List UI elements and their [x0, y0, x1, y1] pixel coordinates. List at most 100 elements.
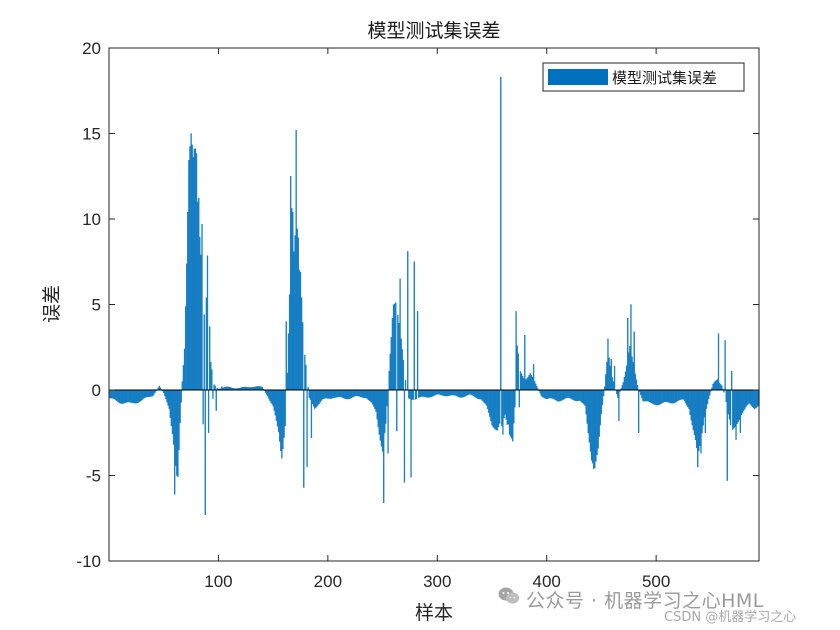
bar — [706, 389, 709, 405]
bar — [422, 389, 424, 397]
bar — [369, 389, 372, 402]
bar — [518, 389, 520, 408]
bar — [203, 314, 205, 391]
bar — [149, 389, 152, 397]
bar — [535, 383, 537, 391]
bar — [401, 349, 403, 391]
bar — [756, 389, 758, 408]
bar — [111, 389, 113, 399]
bar — [165, 389, 167, 400]
bar — [679, 389, 681, 400]
bar — [134, 389, 136, 404]
bar — [634, 373, 636, 391]
bar — [481, 389, 483, 401]
bar — [513, 389, 515, 424]
bar — [348, 389, 350, 400]
bar — [712, 383, 714, 391]
bar — [592, 389, 594, 464]
bar — [257, 386, 259, 391]
x-tick-label: 300 — [423, 572, 451, 591]
bar — [385, 389, 387, 424]
bar — [715, 380, 717, 391]
bar — [137, 389, 140, 403]
bar — [138, 389, 141, 402]
bar — [421, 389, 423, 397]
bar — [602, 389, 605, 397]
bar — [682, 389, 685, 400]
bar — [652, 389, 654, 404]
bar — [413, 261, 415, 391]
bar — [729, 389, 732, 426]
bar — [675, 389, 677, 403]
bar — [685, 389, 687, 404]
bar — [572, 389, 574, 400]
bar — [367, 389, 369, 400]
bar — [502, 389, 504, 435]
bar — [601, 389, 604, 406]
bar — [717, 333, 720, 391]
bar — [351, 389, 353, 398]
bar — [280, 389, 282, 452]
y-axis-label: 误差 — [41, 285, 63, 323]
bar — [319, 389, 321, 403]
bar — [366, 389, 368, 400]
bar — [688, 389, 690, 409]
bar — [441, 389, 443, 396]
bar — [403, 389, 406, 483]
bar — [286, 372, 289, 391]
bar — [653, 389, 655, 405]
bar — [438, 389, 441, 395]
bar — [113, 389, 116, 400]
bar — [290, 176, 292, 391]
bar — [490, 389, 492, 422]
bar — [582, 389, 584, 404]
bar — [342, 389, 344, 399]
bar — [389, 353, 391, 391]
bar — [144, 389, 146, 398]
bar — [258, 386, 260, 391]
bar — [213, 384, 215, 391]
bar — [308, 389, 310, 398]
bar — [565, 389, 568, 399]
bar — [668, 389, 670, 403]
bar — [434, 389, 436, 396]
bar — [736, 389, 738, 425]
bar — [470, 389, 472, 395]
bar — [442, 389, 444, 396]
bar — [372, 389, 374, 405]
bar — [171, 389, 174, 435]
bar — [561, 389, 563, 401]
x-tick-label: 200 — [314, 572, 342, 591]
bar — [340, 389, 342, 398]
bar — [356, 389, 359, 397]
bar — [504, 389, 506, 415]
bar — [521, 375, 524, 391]
bar — [683, 389, 686, 402]
bar — [563, 389, 565, 400]
bar — [378, 389, 380, 435]
bar — [689, 389, 691, 415]
bar — [435, 389, 437, 395]
bar — [184, 306, 187, 391]
x-axis-label: 样本 — [415, 602, 453, 624]
bar — [425, 389, 427, 398]
bar — [663, 389, 665, 403]
bar — [750, 389, 752, 406]
bar — [527, 376, 529, 391]
bar — [304, 354, 306, 391]
bar — [460, 389, 462, 398]
bar — [140, 389, 142, 402]
bar — [183, 348, 186, 391]
bar — [386, 389, 388, 407]
legend-entry-label: 模型测试集误差 — [612, 69, 717, 87]
bar — [713, 382, 715, 391]
bar — [299, 272, 302, 391]
bar — [375, 389, 377, 412]
bar — [189, 146, 191, 391]
bar — [170, 389, 173, 427]
bar — [444, 389, 446, 397]
bar — [332, 389, 334, 398]
bar — [122, 389, 124, 404]
bar — [721, 385, 723, 391]
bar — [398, 323, 400, 391]
